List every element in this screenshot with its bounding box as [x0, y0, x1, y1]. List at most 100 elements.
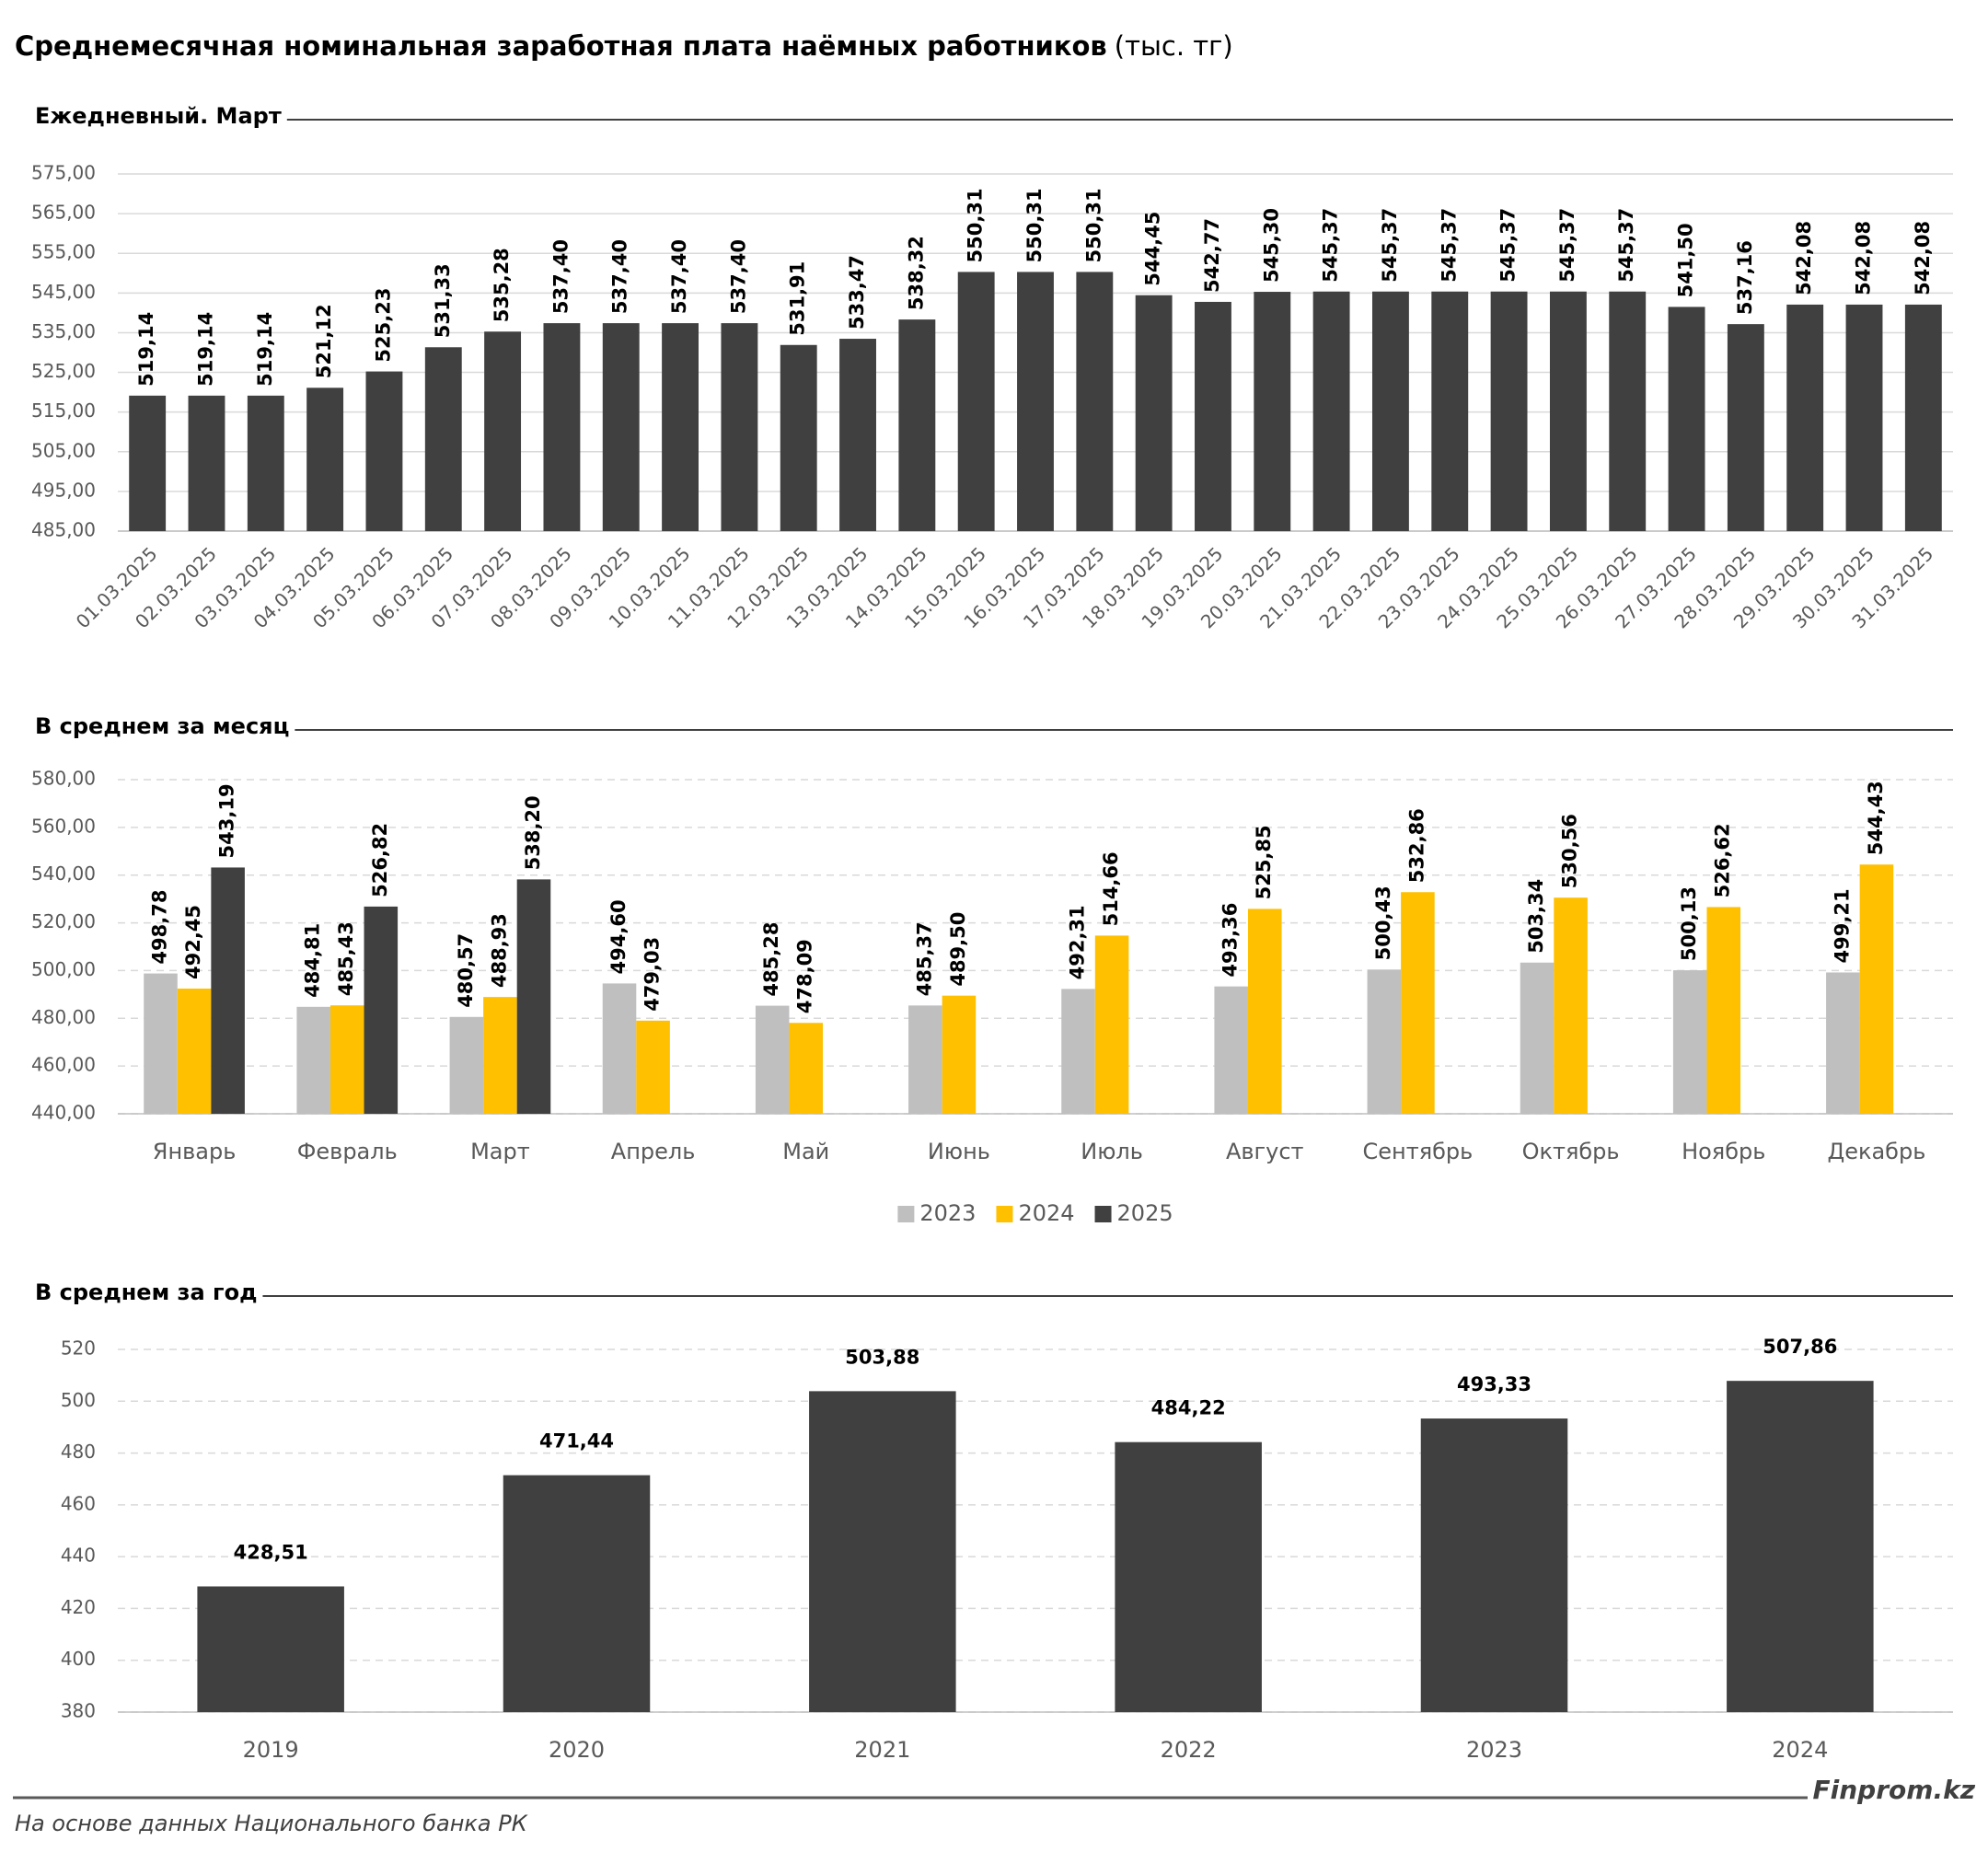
bar: [1371, 291, 1409, 531]
y-tick-label: 580,00: [31, 768, 96, 790]
y-tick-label: 485,00: [31, 519, 96, 541]
bar: [144, 973, 178, 1114]
data-label: 494,60: [607, 899, 630, 974]
y-tick-label: 480,00: [31, 1006, 96, 1028]
y-tick-label: 555,00: [31, 241, 96, 263]
bar: [1420, 1418, 1568, 1712]
data-label: 488,93: [488, 913, 510, 988]
section-title: В среднем за месяц: [35, 713, 289, 739]
bar: [1401, 892, 1435, 1114]
y-tick-label: 560,00: [31, 815, 96, 837]
data-label: 499,21: [1831, 888, 1853, 963]
bar: [908, 1005, 942, 1114]
bar: [1312, 291, 1350, 531]
x-tick-label: Январь: [153, 1139, 237, 1164]
bar: [780, 344, 817, 531]
bar: [602, 323, 640, 531]
data-label: 537,16: [1734, 240, 1756, 315]
data-label: 521,12: [313, 304, 335, 378]
x-tick-label: Март: [470, 1139, 530, 1164]
bar: [365, 371, 403, 531]
bar: [721, 323, 758, 531]
x-tick-label: Май: [782, 1139, 829, 1164]
bar: [1609, 291, 1647, 531]
bar: [1549, 291, 1587, 531]
data-label: 525,23: [372, 288, 394, 363]
data-label: 537,40: [668, 239, 690, 314]
data-label: 545,37: [1320, 208, 1342, 283]
y-tick-label: 460,00: [31, 1054, 96, 1076]
data-label: 545,37: [1615, 208, 1637, 283]
y-tick-label: 420: [61, 1596, 96, 1618]
bar: [306, 388, 344, 531]
bar: [1061, 989, 1095, 1114]
y-tick-label: 460: [61, 1492, 96, 1514]
bar: [1859, 864, 1894, 1114]
y-tick-label: 440,00: [31, 1102, 96, 1124]
legend-label: 2024: [1018, 1200, 1074, 1226]
data-label: 542,08: [1853, 221, 1875, 295]
bar: [809, 1391, 956, 1712]
bar: [1668, 307, 1705, 531]
bar: [602, 983, 637, 1114]
bar: [483, 997, 517, 1114]
data-label: 532,86: [1405, 808, 1427, 883]
data-label: 533,47: [846, 255, 868, 330]
data-label: 492,45: [182, 905, 204, 979]
data-label: 503,88: [845, 1346, 919, 1368]
x-tick-label: Июнь: [928, 1139, 990, 1164]
data-label: 537,40: [727, 239, 749, 314]
data-label: 543,19: [216, 783, 238, 858]
data-label: 526,82: [369, 823, 391, 897]
data-label: 480,57: [455, 933, 477, 1008]
data-label: 545,37: [1556, 208, 1578, 283]
bar: [1115, 1441, 1262, 1712]
bar: [789, 1023, 824, 1114]
data-label: 550,31: [1023, 188, 1046, 262]
data-label: 542,77: [1201, 218, 1223, 293]
bar: [1431, 291, 1469, 531]
legend-swatch: [1094, 1206, 1112, 1222]
data-label: 545,37: [1497, 208, 1520, 283]
data-label: 550,31: [965, 188, 987, 262]
title-unit: (тыс. тг): [1115, 30, 1233, 62]
data-label: 484,22: [1151, 1397, 1226, 1419]
data-label: 545,30: [1260, 208, 1282, 283]
data-label: 479,03: [641, 937, 664, 1012]
section-title: В среднем за год: [35, 1279, 257, 1305]
bar: [1904, 304, 1942, 531]
bar: [1520, 962, 1555, 1114]
bar: [1254, 292, 1291, 531]
data-label: 500,43: [1372, 885, 1394, 960]
bar: [296, 1006, 330, 1114]
x-tick-label: Сентябрь: [1363, 1139, 1474, 1164]
bar: [247, 395, 284, 531]
section-title: Ежедневный. Март: [35, 103, 282, 129]
bar: [503, 1475, 651, 1712]
data-label: 484,81: [302, 923, 324, 998]
data-label: 538,32: [905, 236, 927, 310]
y-tick-label: 535,00: [31, 320, 96, 342]
x-tick-label: Август: [1226, 1139, 1304, 1164]
bar: [1214, 986, 1248, 1114]
bar: [424, 347, 462, 531]
bar: [1094, 935, 1129, 1114]
legend-label: 2025: [1117, 1200, 1173, 1226]
data-label: 544,45: [1142, 212, 1164, 286]
data-label: 514,66: [1100, 851, 1122, 926]
data-label: 550,31: [1082, 188, 1104, 262]
x-tick-label: 2020: [549, 1737, 605, 1763]
data-label: 531,91: [787, 261, 809, 336]
bar: [1727, 1381, 1874, 1712]
bar: [755, 1005, 790, 1114]
y-tick-label: 520: [61, 1337, 96, 1360]
data-label: 471,44: [539, 1430, 614, 1453]
x-tick-label: Ноябрь: [1682, 1139, 1765, 1164]
data-label: 531,33: [432, 263, 454, 338]
data-label: 526,62: [1712, 823, 1734, 897]
bar: [1247, 909, 1282, 1114]
legend-swatch: [996, 1206, 1013, 1222]
x-tick-label: 2019: [243, 1737, 299, 1763]
data-label: 478,09: [794, 939, 816, 1013]
data-label: 519,14: [194, 312, 216, 387]
